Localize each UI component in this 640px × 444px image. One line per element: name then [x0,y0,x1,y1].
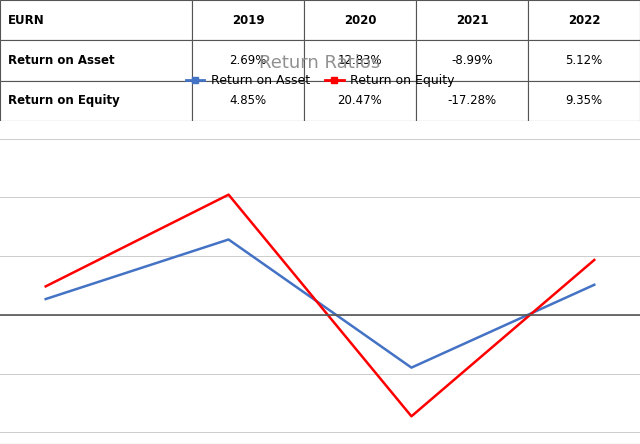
Text: -8.99%: -8.99% [451,54,493,67]
Bar [528,40,640,81]
Text: 12.83%: 12.83% [338,54,382,67]
Text: 2022: 2022 [568,14,600,27]
Bar [528,0,640,40]
Text: EURN: EURN [8,14,44,27]
Text: 2020: 2020 [344,14,376,27]
Text: 2019: 2019 [232,14,264,27]
Title: Return Ratios: Return Ratios [259,54,381,72]
Bar [192,40,304,81]
Text: Return on Asset: Return on Asset [8,54,115,67]
Text: 20.47%: 20.47% [338,95,382,107]
Text: 5.12%: 5.12% [565,54,603,67]
Bar [304,40,416,81]
Text: 9.35%: 9.35% [565,95,603,107]
Text: 2021: 2021 [456,14,488,27]
Bar [304,0,416,40]
Text: -17.28%: -17.28% [447,95,497,107]
Bar [416,0,528,40]
Legend: Return on Asset, Return on Equity: Return on Asset, Return on Equity [180,69,460,92]
Bar [416,40,528,81]
Bar [528,81,640,121]
Text: Return on Equity: Return on Equity [8,95,120,107]
Bar [0,0,192,40]
Bar [0,81,192,121]
Bar [0,40,192,81]
Text: 4.85%: 4.85% [229,95,267,107]
Text: 2.69%: 2.69% [229,54,267,67]
Bar [304,81,416,121]
Bar [192,0,304,40]
Bar [192,81,304,121]
Bar [416,81,528,121]
